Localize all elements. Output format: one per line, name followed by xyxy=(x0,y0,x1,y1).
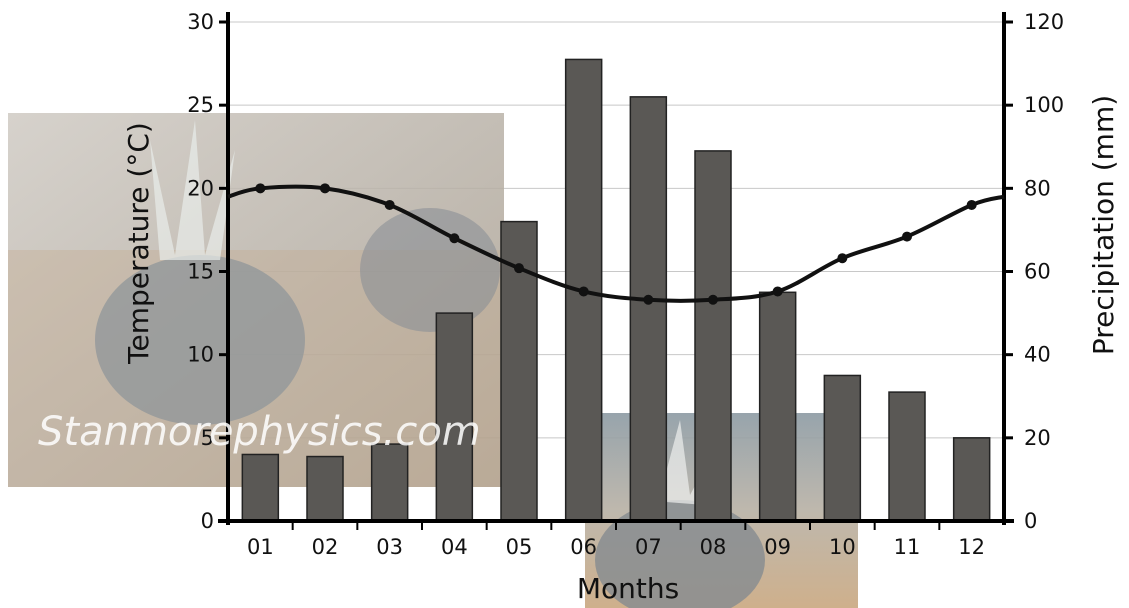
temperature-point xyxy=(966,199,977,210)
temperature-point xyxy=(514,263,524,274)
left-tick-label: 15 xyxy=(187,260,214,284)
precipitation-bar xyxy=(952,437,991,522)
x-tick-label: 12 xyxy=(958,535,985,559)
temperature-point xyxy=(578,286,589,297)
x-axis-title: Months xyxy=(577,572,679,605)
precipitation-bar xyxy=(629,96,668,522)
x-tick-label: 02 xyxy=(312,535,339,559)
left-tick-label: 10 xyxy=(187,343,214,367)
temperature-point xyxy=(384,199,395,210)
temperature-line xyxy=(227,183,1005,305)
temperature-line-path xyxy=(227,184,1005,303)
temperature-point xyxy=(320,183,330,194)
temperature-point xyxy=(772,286,783,297)
precipitation-bar xyxy=(241,453,280,522)
left-tick-label: 0 xyxy=(201,509,214,533)
x-tick-label: 10 xyxy=(829,535,856,559)
x-tick-label: 01 xyxy=(247,535,274,559)
axes xyxy=(218,12,1014,530)
x-tick-label: 06 xyxy=(570,535,597,559)
right-tick-label: 120 xyxy=(1024,10,1064,34)
left-tick-label: 20 xyxy=(187,176,214,200)
x-tick-label: 07 xyxy=(635,535,662,559)
right-tick-label: 80 xyxy=(1024,176,1051,200)
left-tick-label: 5 xyxy=(201,426,214,450)
temperature-point xyxy=(643,294,654,305)
precipitation-bar xyxy=(370,443,409,522)
x-tick-label: 08 xyxy=(700,535,727,559)
x-tick-label: 03 xyxy=(376,535,403,559)
right-tick-label: 0 xyxy=(1024,509,1037,533)
left-tick-label: 25 xyxy=(187,93,214,117)
right-tick-label: 100 xyxy=(1024,93,1064,117)
right-axis-title: Precipitation (mm) xyxy=(1087,95,1120,355)
x-tick-label: 04 xyxy=(441,535,468,559)
temperature-point xyxy=(837,253,848,264)
precipitation-bar xyxy=(888,391,926,522)
watermark-text: Stanmorephysics.com xyxy=(38,409,481,455)
precipitation-bar xyxy=(823,374,862,522)
right-tick-label: 40 xyxy=(1024,343,1051,367)
background-photo-left xyxy=(8,113,504,487)
precipitation-bar xyxy=(694,150,732,522)
right-tick-label: 60 xyxy=(1024,260,1051,284)
temperature-point xyxy=(255,183,266,194)
right-tick-label: 20 xyxy=(1024,426,1051,450)
x-tick-label: 09 xyxy=(764,535,791,559)
left-tick-label: 30 xyxy=(187,10,214,34)
x-tick-label: 05 xyxy=(506,535,533,559)
temperature-point xyxy=(902,231,912,242)
precipitation-bar xyxy=(306,455,344,522)
left-axis-title: Temperature (°C) xyxy=(122,122,155,365)
x-tick-label: 11 xyxy=(894,535,921,559)
temperature-point xyxy=(449,233,460,244)
temperature-point xyxy=(708,294,718,305)
precipitation-bar xyxy=(758,291,797,522)
